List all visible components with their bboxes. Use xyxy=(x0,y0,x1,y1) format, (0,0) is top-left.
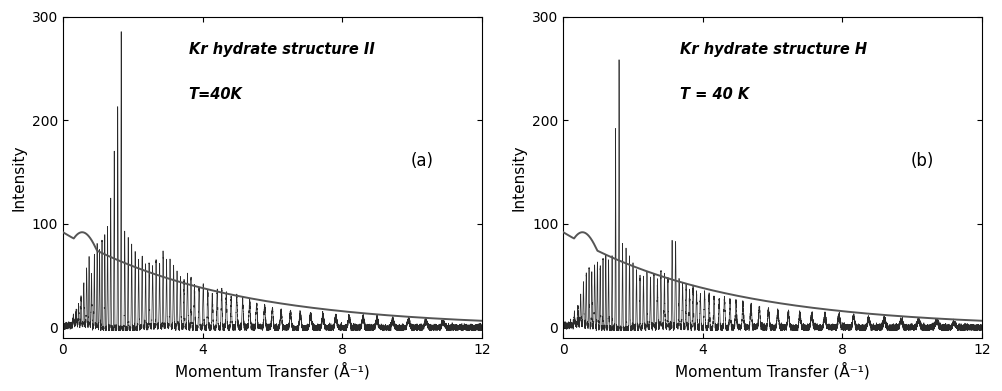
Y-axis label: Intensity: Intensity xyxy=(11,144,26,210)
Text: T = 40 K: T = 40 K xyxy=(680,87,749,102)
X-axis label: Momentum Transfer (Å⁻¹): Momentum Transfer (Å⁻¹) xyxy=(675,362,870,380)
Y-axis label: Intensity: Intensity xyxy=(511,144,526,210)
Text: Kr hydrate structure II: Kr hydrate structure II xyxy=(188,42,375,57)
Text: (a): (a) xyxy=(411,152,434,170)
Text: Kr hydrate structure H: Kr hydrate structure H xyxy=(680,42,868,57)
X-axis label: Momentum Transfer (Å⁻¹): Momentum Transfer (Å⁻¹) xyxy=(175,362,370,380)
Text: T=40K: T=40K xyxy=(188,87,242,102)
Text: (b): (b) xyxy=(911,152,934,170)
